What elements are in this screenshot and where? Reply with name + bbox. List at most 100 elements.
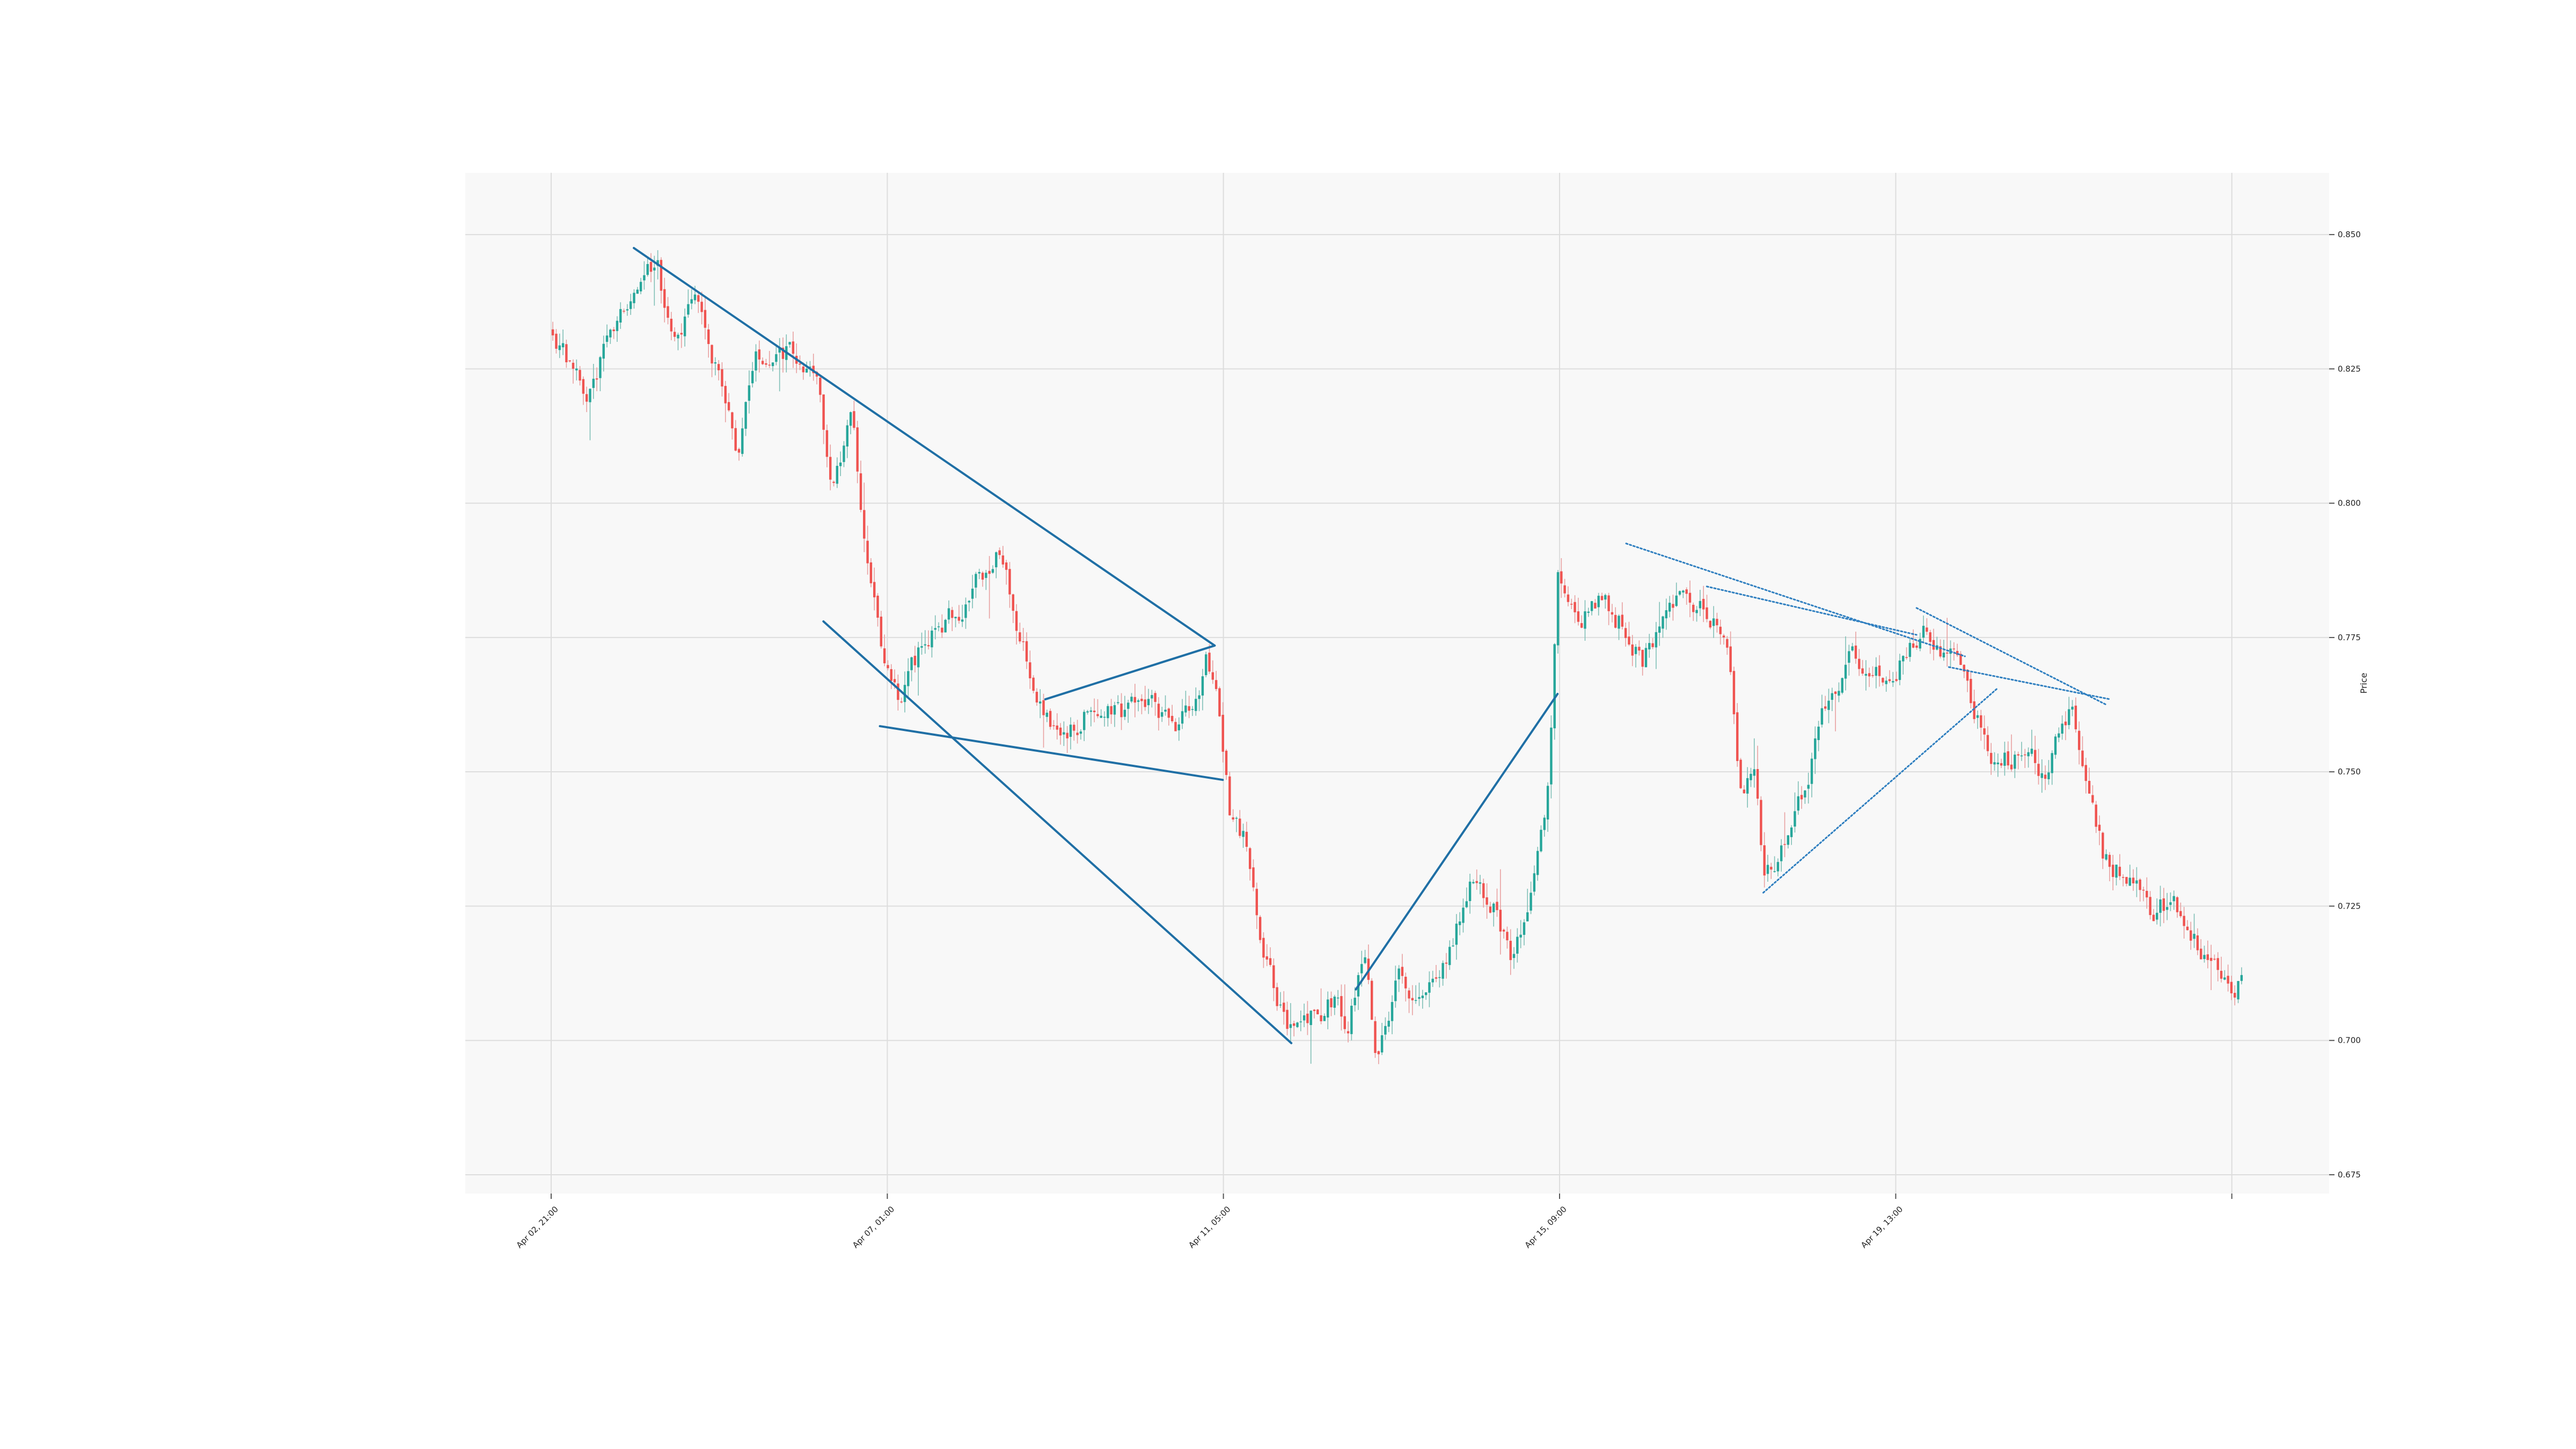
candle-body [1719,627,1722,634]
candle-body [1506,932,1508,940]
candle-body [1184,706,1187,713]
candle-body [596,378,598,379]
candle-body [2068,709,2070,725]
candle-body [2146,891,2148,897]
candle-body [1587,612,1590,613]
candle-body [775,354,777,362]
candle-body [1767,865,1769,874]
candle-body [1137,700,1139,702]
candle [1316,1009,1319,1014]
candle-body [1584,611,1586,628]
candle-body [920,646,923,648]
candle-body [1012,594,1014,611]
candle-body [2024,755,2026,756]
candle [1049,708,1051,729]
candle-body [964,604,967,618]
candle-body [1496,902,1498,910]
candle-body [1066,733,1068,738]
y-axis-label: Price [2359,672,2369,693]
candle-body [1428,982,1430,992]
candle-body [2014,755,2016,769]
candle-body [2109,855,2111,867]
candle-body [958,617,960,620]
candle-body [2197,935,2199,950]
candle-body [1624,628,1627,638]
candle-body [995,552,997,567]
candle-body [1032,678,1034,691]
candle-body [2153,914,2155,921]
candle-body [1378,1051,1380,1055]
candle-body [1635,647,1637,654]
candle-body [1276,987,1278,1006]
candle-body [2149,897,2151,915]
candle-body [890,669,892,681]
candle-body [1127,702,1129,708]
candle [1228,772,1231,816]
y-tick-label: 0.725 [2338,901,2361,911]
candle-body [1080,731,1082,734]
candle-body [552,330,554,335]
candle-body [1875,667,1877,676]
candle-body [2098,825,2101,831]
candle-body [1374,1021,1376,1053]
candle-body [1550,728,1552,785]
candle-body [2129,878,2131,886]
candle-body [2071,707,2073,709]
candle-body [1418,997,1420,999]
candle-body [1239,818,1241,836]
candle-body [1090,711,1092,712]
candle-body [2031,749,2033,754]
candle-body [2166,907,2168,910]
candle-body [897,684,899,700]
candle-body [1222,715,1224,752]
candle-body [1804,791,1806,797]
candle-body [1472,882,1474,883]
candle-body [2193,934,2195,939]
candle-body [1831,693,1833,700]
candle-body [626,309,628,310]
candle-body [1415,1000,1417,1001]
candle-body [883,648,885,663]
candle-body [1448,947,1451,965]
y-tick-label: 0.675 [2338,1170,2361,1180]
candle [1032,675,1034,693]
candle-body [1861,668,1863,674]
candle-body [2075,706,2077,729]
candle-body [1889,679,1891,682]
candle-body [2183,916,2185,926]
candle-body [1029,662,1031,678]
candle-body [1096,714,1099,716]
candle-body [1330,998,1332,1007]
candle-body [1334,997,1336,1008]
candle-body [1770,867,1772,869]
candle-body [2095,804,2097,826]
candle-body [1790,828,1792,837]
candle-body [1205,654,1207,675]
candle-body [2027,752,2029,757]
candle-body [738,449,740,453]
candle-body [941,628,943,633]
candle-body [1100,716,1102,718]
y-tick-label: 0.800 [2338,499,2361,508]
candle-body [1164,709,1166,712]
candle-body [1046,713,1048,717]
candle-body [1195,699,1197,711]
candle-body [1902,656,1904,661]
candle-body [1739,760,1741,788]
candle-body [927,645,930,646]
candle-body [2230,982,2233,993]
candle-body [1019,632,1021,641]
candle-body [1648,643,1650,649]
candle-body [2081,751,2083,766]
candle [1205,652,1207,677]
candle-body [2085,765,2087,781]
candle-body [1181,711,1183,723]
candle-body [961,619,963,621]
candle-body [1817,727,1819,740]
candle-body [758,349,760,360]
candle-body [1147,699,1150,705]
candle-body [802,367,804,372]
candle-body [1801,795,1803,799]
candle-body [910,657,912,670]
candle-body [559,346,561,350]
